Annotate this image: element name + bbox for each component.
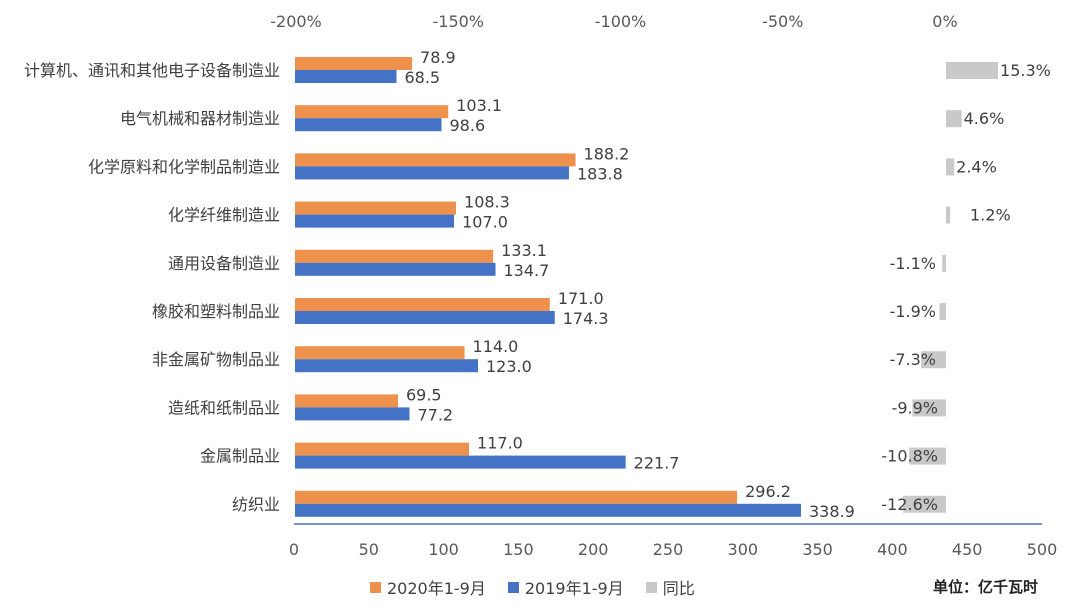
category-label: 计算机、通讯和其他电子设备制造业: [24, 61, 280, 80]
data-label-2020: 188.2: [584, 144, 630, 163]
data-label-2020: 296.2: [745, 482, 791, 501]
bar-yoy: [946, 110, 962, 128]
bar-yoy: [939, 303, 946, 320]
bar-yoy: [909, 447, 946, 465]
category-label: 金属制品业: [200, 447, 280, 466]
x-tick-label-bottom: 350: [802, 540, 833, 559]
x-tick-label-top: -150%: [432, 12, 484, 31]
bar-yoy: [942, 254, 946, 272]
bar-2020: [295, 249, 494, 263]
bar-2019: [295, 359, 479, 373]
legend-item-yoy: 同比: [645, 575, 695, 599]
category-label: 化学纤维制造业: [168, 206, 280, 225]
data-label-2020: 117.0: [477, 434, 523, 453]
bar-2019: [295, 455, 626, 469]
data-label-2019: 107.0: [462, 213, 508, 232]
data-label-2019: 98.6: [450, 116, 486, 135]
x-tick-label-bottom: 150: [503, 540, 534, 559]
x-tick-label-bottom: 500: [1027, 540, 1058, 559]
data-label-yoy: 2.4%: [956, 157, 997, 176]
category-label: 造纸和纸制品业: [168, 398, 280, 417]
x-tick-label-bottom: 200: [578, 540, 609, 559]
bar-2019: [295, 166, 569, 180]
data-label-2019: 134.7: [504, 261, 550, 280]
bar-2020: [295, 298, 550, 311]
x-tick-label-bottom: 100: [428, 540, 459, 559]
bar-2020: [295, 394, 398, 408]
data-label-yoy: 4.6%: [964, 109, 1005, 128]
bar-2019: [295, 407, 410, 421]
unit-note: 单位：亿千瓦时: [933, 578, 1039, 596]
data-label-yoy: 1.2%: [970, 206, 1011, 225]
legend-swatch-yoy: [645, 581, 657, 593]
data-label-yoy: -12.6%: [881, 495, 938, 514]
x-tick-label-bottom: 300: [728, 540, 759, 559]
x-tick-label-top: -50%: [762, 12, 803, 31]
category-label: 纺织业: [232, 495, 280, 514]
x-tick-label-bottom: 250: [653, 540, 684, 559]
bar-2020: [295, 57, 413, 70]
bar-yoy: [946, 206, 951, 224]
data-label-2019: 68.5: [404, 68, 440, 87]
legend-label-2020: 2020年1-9月: [387, 579, 486, 598]
category-label: 通用设备制造业: [168, 254, 280, 273]
bar-yoy: [921, 351, 946, 369]
bar-2019: [295, 70, 397, 83]
data-label-yoy: -10.8%: [881, 447, 938, 466]
bar-2020: [295, 346, 465, 360]
bar-2020: [295, 201, 457, 215]
data-label-yoy: -7.3%: [890, 350, 936, 369]
bar-yoy: [946, 62, 999, 79]
legend-item-2020: 2020年1-9月: [370, 575, 486, 599]
data-label-2020: 108.3: [464, 193, 510, 212]
data-label-2020: 114.0: [473, 337, 519, 356]
data-label-yoy: 15.3%: [1000, 61, 1051, 80]
bar-2020: [295, 490, 738, 504]
data-label-yoy: -9.9%: [892, 398, 938, 417]
data-label-2019: 123.0: [486, 357, 532, 376]
x-tick-label-top: -100%: [595, 12, 647, 31]
legend-swatch-2020: [370, 581, 381, 593]
bar-2020: [295, 153, 576, 167]
x-tick-label-bottom: 450: [952, 540, 983, 559]
data-label-yoy: -1.1%: [890, 254, 936, 273]
category-label: 非金属矿物制品业: [152, 350, 280, 369]
legend-label-yoy: 同比: [662, 579, 695, 598]
data-label-2020: 78.9: [420, 48, 456, 67]
legend-label-2019: 2019年1-9月: [524, 579, 624, 598]
bar-yoy: [946, 158, 955, 176]
bar-2019: [295, 262, 496, 276]
data-label-2020: 69.5: [406, 385, 442, 404]
x-tick-label-bottom: 400: [877, 540, 908, 559]
bar-2019: [295, 503, 801, 517]
data-label-2020: 171.0: [558, 289, 604, 308]
bar-2020: [295, 105, 449, 119]
category-label: 橡胶和塑料制品业: [152, 302, 280, 321]
x-tick-label-bottom: 50: [359, 540, 379, 559]
legend-item-2019: 2019年1-9月: [507, 575, 624, 599]
x-tick-label-top: 0%: [932, 12, 957, 31]
data-label-2019: 183.8: [577, 164, 623, 183]
category-label: 化学原料和化学制品制造业: [88, 157, 280, 176]
bar-2020: [295, 442, 470, 456]
legend-swatch-2019: [507, 581, 519, 593]
bar-yoy: [912, 399, 946, 417]
data-label-2020: 103.1: [456, 96, 502, 115]
category-label: 电气机械和器材制造业: [120, 109, 280, 128]
data-label-yoy: -1.9%: [890, 302, 936, 321]
data-label-2019: 174.3: [563, 309, 609, 328]
data-label-2019: 77.2: [417, 405, 453, 424]
data-label-2019: 221.7: [634, 454, 680, 473]
bar-2019: [295, 311, 555, 324]
bar-yoy: [903, 495, 946, 513]
x-tick-label-top: -200%: [270, 12, 322, 31]
bar-2019: [295, 214, 455, 228]
legend: 2020年1-9月 2019年1-9月 同比: [370, 575, 695, 599]
data-label-2020: 133.1: [501, 241, 547, 260]
data-label-2019: 338.9: [809, 502, 855, 521]
x-tick-label-bottom: 0: [289, 540, 299, 559]
bar-2019: [295, 118, 442, 132]
